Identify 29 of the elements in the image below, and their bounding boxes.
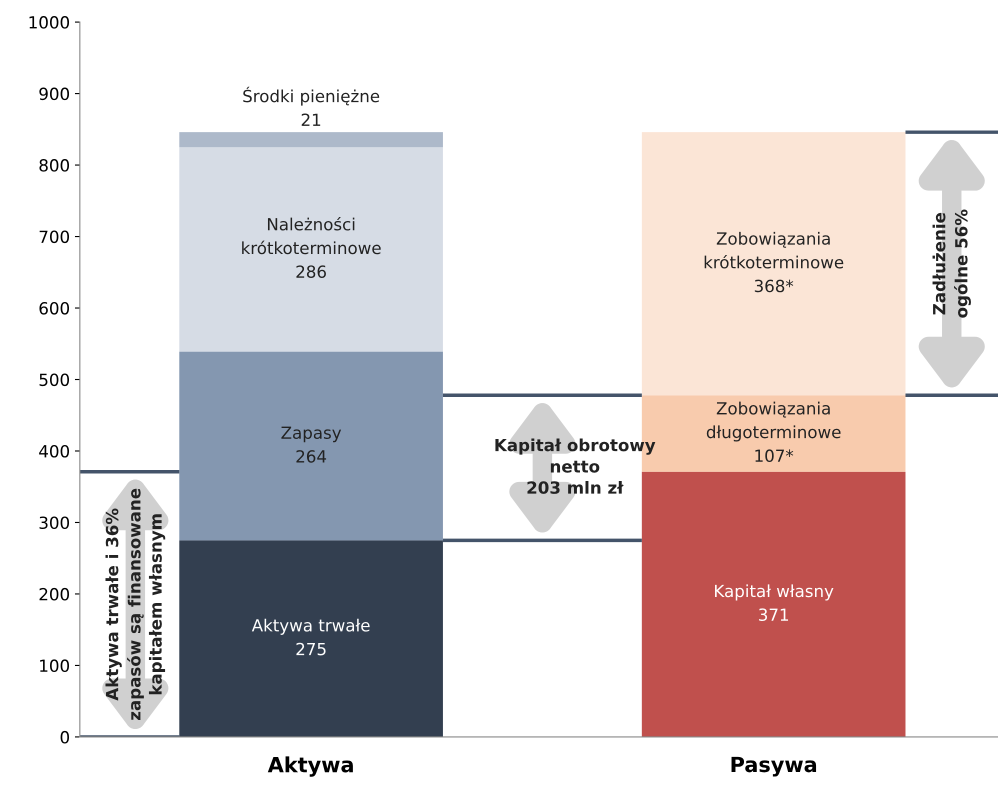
bar: [179, 132, 443, 148]
data-label: Aktywa trwałe 275: [252, 618, 370, 656]
y-tick-label: 900: [39, 88, 70, 100]
y-tick-label: 800: [39, 159, 70, 172]
annotation: Zadłużenie ogólne 56%: [932, 210, 971, 318]
bar: [642, 472, 906, 737]
data-label: Zobowiązania krótkoterminowe 368*: [704, 232, 844, 292]
bar: [179, 352, 443, 540]
annotation: Aktywa trwałe i 36% zapasów są finansowane kapitałem własnym: [105, 488, 166, 720]
y-tick-label: 1000: [30, 16, 70, 29]
bar: [642, 132, 906, 396]
y-tick-label: 100: [40, 659, 70, 672]
data-label: Należności krótkoterminowe 286: [242, 216, 381, 278]
y-tick-label: 200: [40, 588, 70, 601]
x-tick-label: Pasywa: [732, 756, 816, 777]
y-tick-label: 600: [39, 302, 70, 315]
y-tick-label: 400: [39, 444, 70, 458]
y-tick-label: 0: [60, 730, 70, 744]
y-tick-label: 700: [40, 230, 70, 244]
data-label: Kapitał własny 371: [715, 584, 834, 622]
x-tick-label: Aktywa: [268, 756, 353, 777]
data-label: Zobowiązania długoterminowe 107*: [706, 402, 841, 462]
annotation: Kapitał obrotowy netto 203 mln zł: [495, 438, 656, 494]
bar: [179, 147, 443, 352]
y-tick-label: 500: [40, 373, 70, 386]
data-label: Środki pieniężne 21: [243, 86, 380, 126]
data-label: Zapasy 264: [281, 426, 342, 463]
y-tick-label: 300: [40, 516, 70, 530]
bar: [179, 540, 443, 737]
